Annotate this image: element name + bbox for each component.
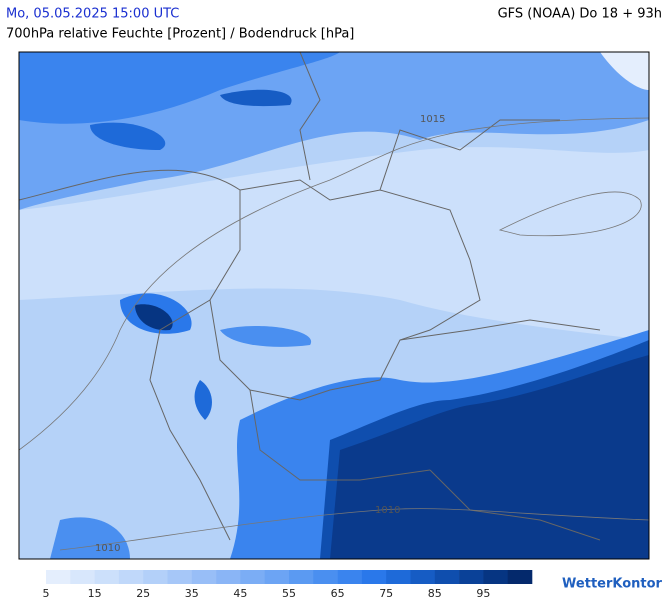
map: 1015 1010 1010: [19, 52, 649, 559]
subtitle: 700hPa relative Feuchte [Prozent] / Bode…: [6, 27, 354, 42]
isobar-label: 1010: [95, 543, 120, 554]
scale-label: 5: [43, 587, 50, 600]
color-swatch: [264, 570, 290, 584]
color-swatch: [143, 570, 168, 584]
color-swatch: [337, 570, 363, 584]
color-swatch: [361, 570, 387, 584]
scale-label: 75: [379, 587, 393, 600]
scale-label: 65: [331, 587, 345, 600]
color-swatch: [507, 570, 533, 584]
color-swatch: [410, 570, 436, 584]
map-frame: [18, 51, 650, 560]
color-swatch: [46, 570, 71, 584]
color-swatch: [216, 570, 241, 584]
color-swatch: [167, 570, 193, 584]
model: GFS (NOAA) Do 18 + 93h: [498, 7, 662, 22]
scale-label: 55: [282, 587, 296, 600]
color-swatch: [313, 570, 338, 584]
color-swatch: [70, 570, 95, 584]
scale-label: 35: [185, 587, 199, 600]
scale-label: 45: [233, 587, 247, 600]
scale-label: 95: [476, 587, 490, 600]
color-swatch: [289, 570, 314, 584]
color-swatch: [386, 570, 411, 584]
isobar-label: 1015: [420, 114, 445, 125]
color-swatch: [434, 570, 460, 584]
color-swatch: [459, 570, 484, 584]
color-swatch: [483, 570, 508, 584]
date: Mo, 05.05.2025 15:00 UTC: [6, 7, 179, 22]
color-scale: 5 15 25 35 45 55 65 75 85 95: [43, 570, 533, 600]
isobar-label: 1010: [375, 505, 400, 516]
scale-label: 85: [428, 587, 442, 600]
logo[interactable]: WetterKontor: [562, 577, 663, 592]
scale-label: 15: [88, 587, 102, 600]
color-swatch: [118, 570, 144, 584]
color-swatch: [240, 570, 265, 584]
scale-label: 25: [136, 587, 150, 600]
color-swatch: [191, 570, 217, 584]
color-swatch: [94, 570, 120, 584]
